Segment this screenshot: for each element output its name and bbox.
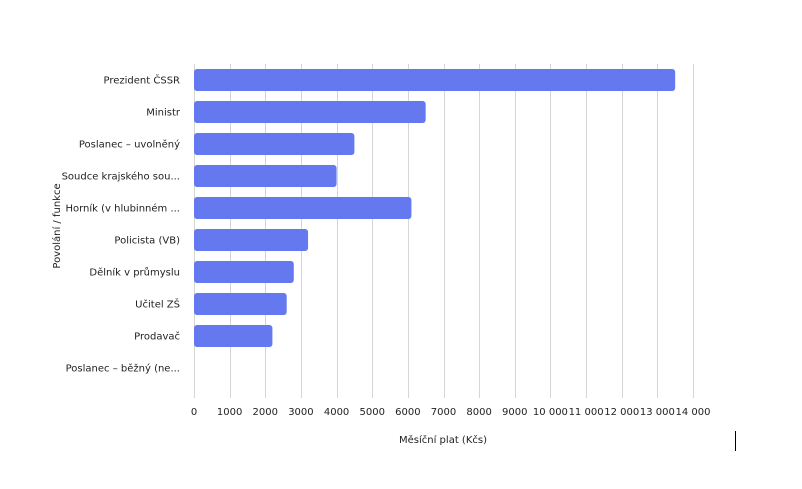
- category-labels: Prezident ČSSR Ministr Poslanec – uvolněný…: [62, 74, 181, 375]
- bar: [194, 293, 287, 315]
- x-tick-label: 1000: [217, 407, 242, 418]
- category-label: Policista (VB): [114, 236, 180, 247]
- bar: [194, 229, 309, 251]
- x-tick-label: 8000: [466, 407, 491, 418]
- x-tick-label: 0: [191, 407, 197, 418]
- x-tick-label: 7000: [431, 407, 456, 418]
- x-axis-title: Měsíční plat (Kčs): [399, 434, 487, 446]
- bar: [194, 69, 676, 91]
- x-tick-label: 3000: [288, 407, 313, 418]
- bars: [194, 69, 676, 347]
- x-tick-label: 11 000: [569, 407, 604, 418]
- x-tick-label: 5000: [359, 407, 384, 418]
- x-tick-label: 6000: [395, 407, 420, 418]
- bar: [194, 197, 412, 219]
- category-label: Prodavač: [134, 331, 180, 343]
- x-tick-label: 14 000: [676, 407, 711, 418]
- x-tick-label: 9000: [502, 407, 527, 418]
- bar: [194, 165, 337, 187]
- x-tick-label: 13 000: [640, 407, 675, 418]
- bar: [194, 261, 294, 283]
- bar: [194, 325, 273, 347]
- x-tick-label: 2000: [253, 407, 278, 418]
- x-tick-label: 4000: [324, 407, 349, 418]
- category-label: Horník (v hlubinném ...: [65, 203, 180, 215]
- y-axis-title: Povolání / funkce: [51, 183, 63, 268]
- category-label: Ministr: [146, 108, 181, 119]
- category-label: Soudce krajského sou...: [62, 171, 180, 183]
- x-tick-label: 10 000: [533, 407, 568, 418]
- category-label: Prezident ČSSR: [104, 74, 181, 87]
- bar: [194, 101, 426, 123]
- category-label: Dělník v průmyslu: [89, 267, 180, 279]
- category-label: Poslanec – běžný (ne...: [66, 363, 180, 375]
- x-tick-label: 12 000: [604, 407, 639, 418]
- category-label: Poslanec – uvolněný: [79, 139, 180, 151]
- x-tick-labels: 0 1000 2000 3000 4000 5000 6000 7000 8000 9000 10 …: [191, 407, 711, 418]
- bar: [194, 133, 355, 155]
- category-label: Učitel ZŠ: [135, 298, 180, 311]
